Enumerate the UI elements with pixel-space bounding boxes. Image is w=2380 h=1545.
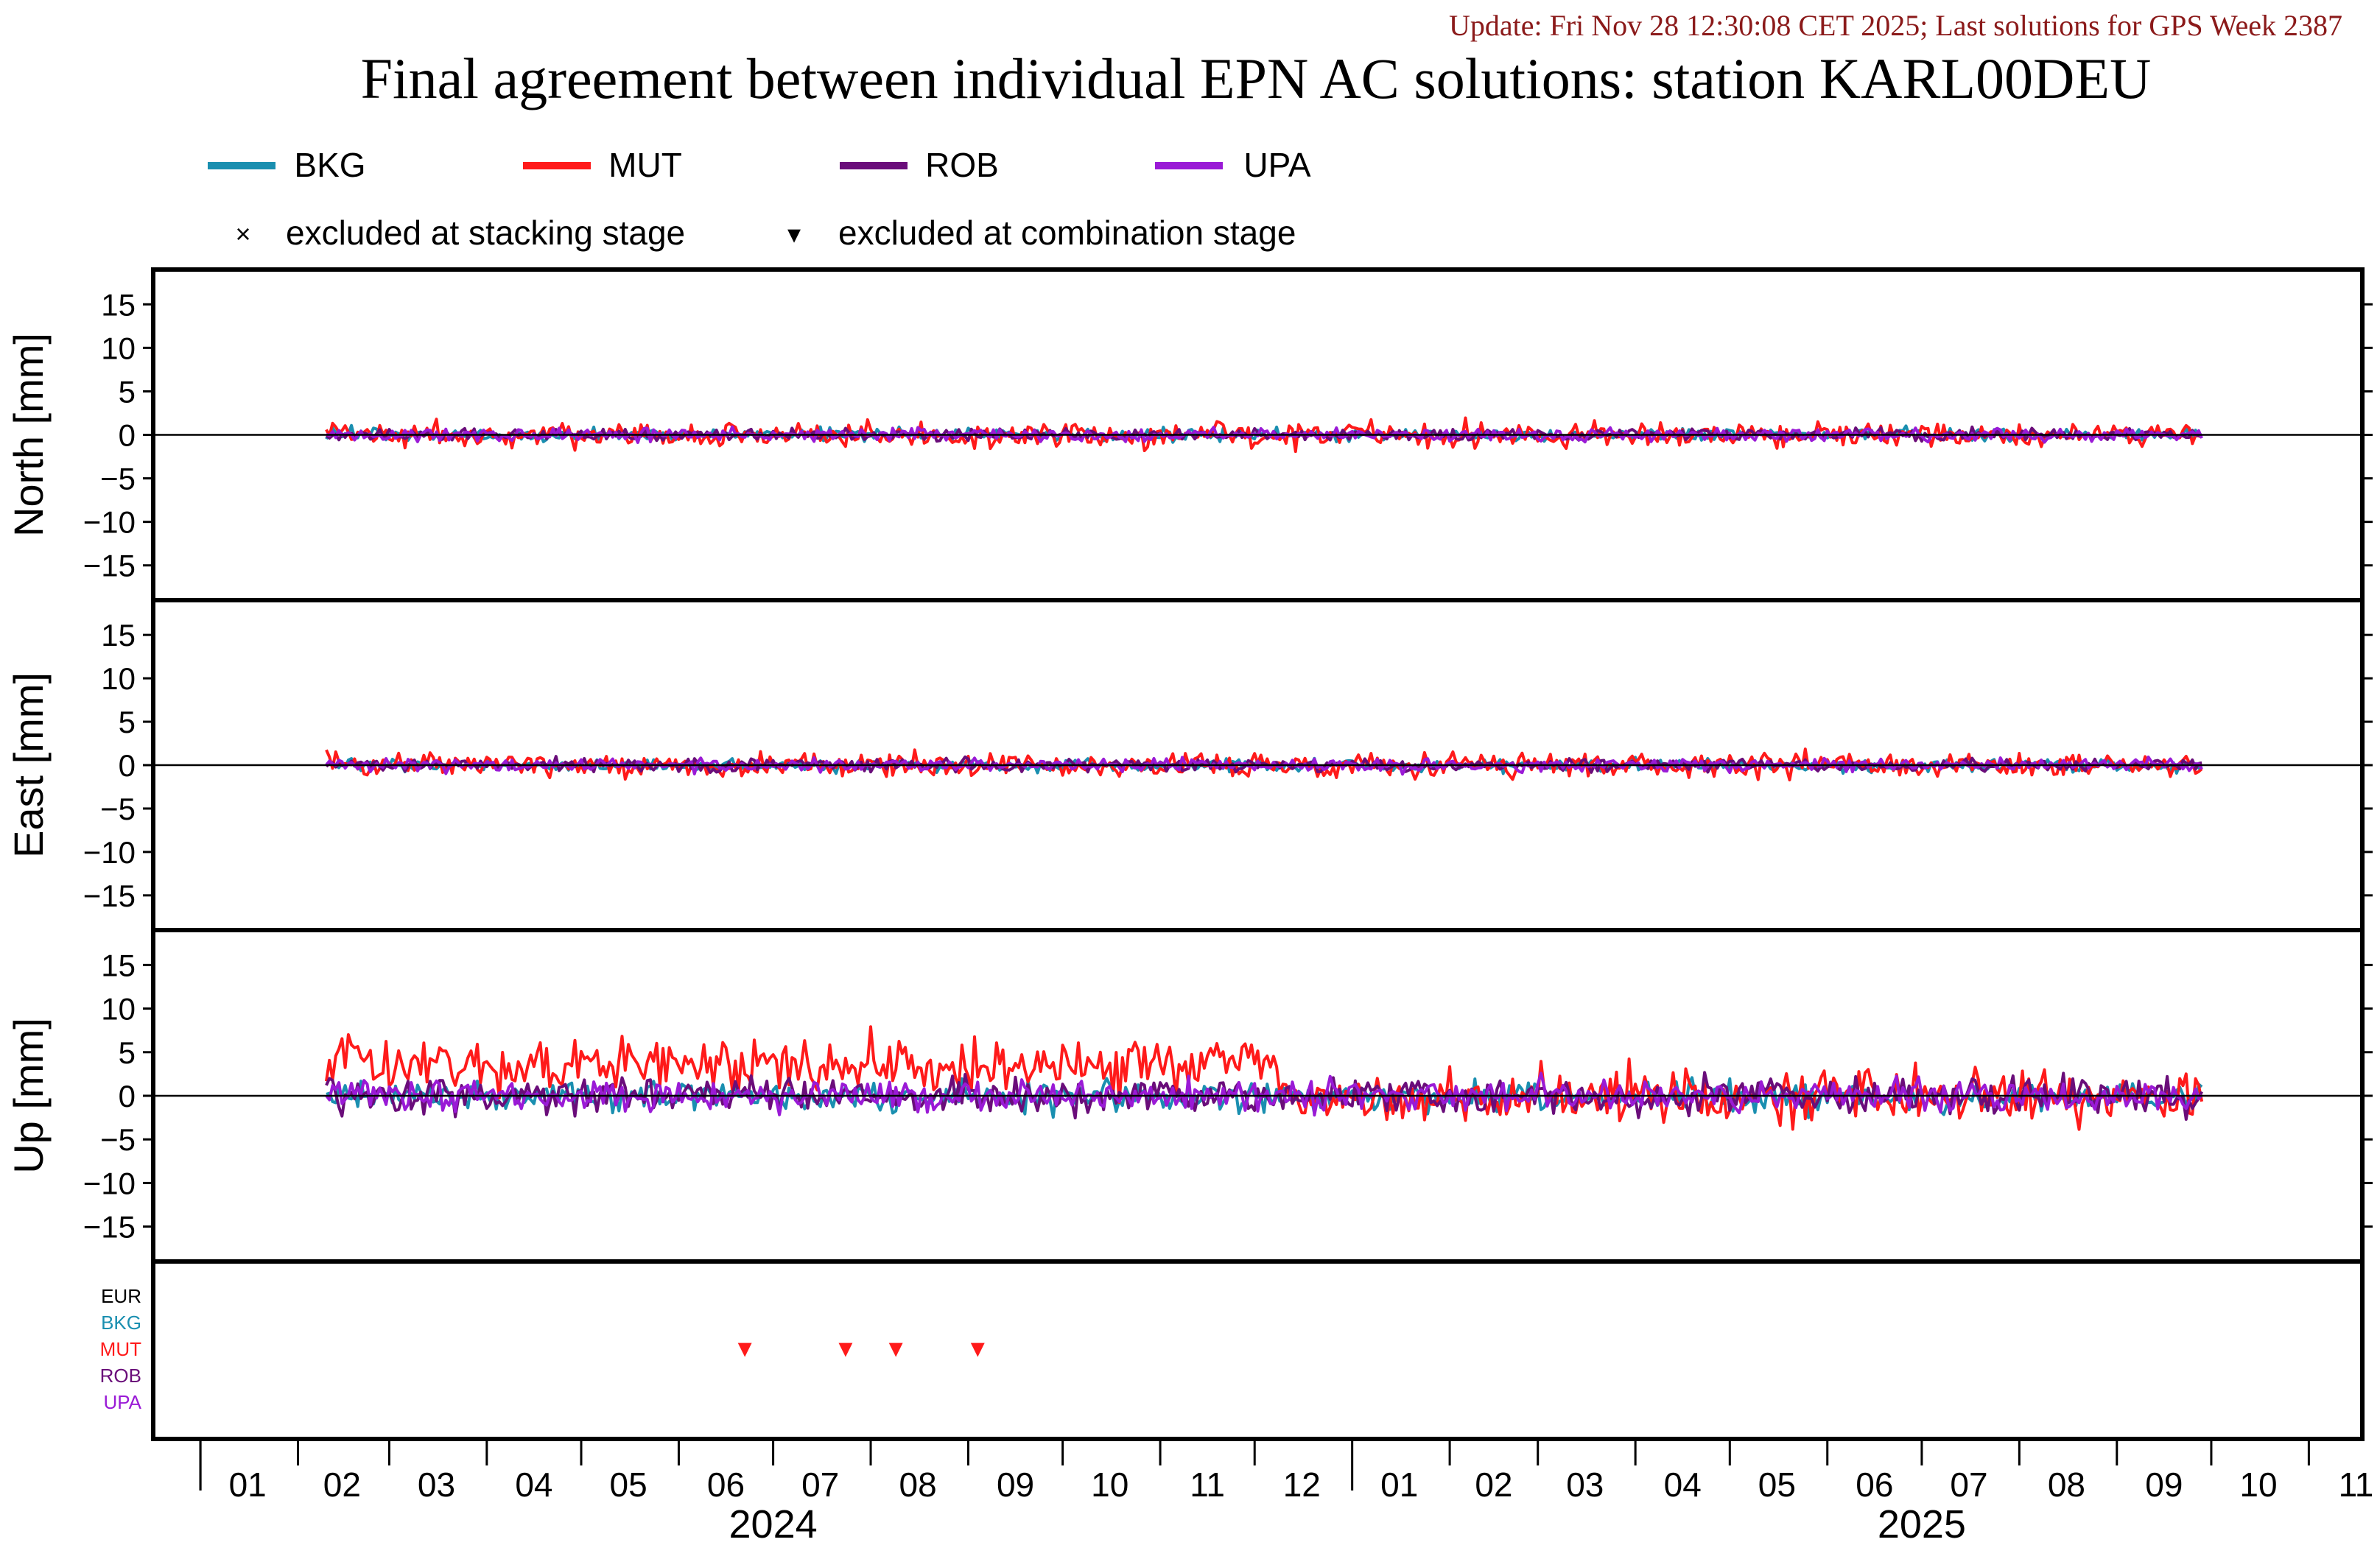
x-month-label: 02 — [1475, 1465, 1512, 1504]
panel-exclusions: EUR BKG MUT ROB UPA ▾ ▾ ▾ ▾ — [100, 1259, 2365, 1441]
exclusion-row-rob: ROB — [100, 1365, 141, 1387]
excluded-marker: ▾ — [971, 1333, 985, 1364]
x-month-label: 04 — [1664, 1465, 1702, 1504]
x-month-label: 02 — [323, 1465, 361, 1504]
y-tick-label: −15 — [83, 879, 136, 913]
exclusion-row-mut: MUT — [100, 1338, 141, 1360]
x-month-label: 05 — [609, 1465, 647, 1504]
y-tick-label: 5 — [119, 705, 136, 739]
y-tick-label: −15 — [83, 549, 136, 583]
y-tick-label: 15 — [101, 287, 136, 322]
legend-marker-label-2: excluded at combination stage — [838, 214, 1296, 252]
legend-label-upa: UPA — [1243, 146, 1310, 184]
y-tick-label: −10 — [83, 835, 136, 870]
legend-label-bkg: BKG — [294, 146, 365, 184]
y-axis-label-north: North [mm] — [5, 333, 52, 537]
excluded-marker: ▾ — [838, 1333, 852, 1364]
x-year-label: 2024 — [729, 1502, 818, 1545]
y-tick-label: 0 — [119, 748, 136, 783]
y-tick-label: −5 — [100, 1122, 136, 1157]
exclusion-row-upa: UPA — [103, 1391, 141, 1413]
excluded-marker: ▾ — [889, 1333, 903, 1364]
x-month-label: 11 — [2339, 1465, 2374, 1504]
y-tick-label: −10 — [83, 1166, 136, 1200]
y-tick-label: 5 — [119, 374, 136, 409]
chart-title: Final agreement between individual EPN A… — [361, 46, 2152, 110]
y-axis-label-east: East [mm] — [5, 672, 52, 858]
x-month-label: 08 — [2048, 1465, 2085, 1504]
x-month-label: 11 — [1190, 1465, 1225, 1504]
x-year-label: 2025 — [1878, 1502, 1966, 1545]
x-month-label: 12 — [1283, 1465, 1321, 1504]
y-tick-label: −5 — [100, 462, 136, 496]
y-tick-label: 10 — [101, 331, 136, 365]
panel-north: 15 10 5 0 −5 −10 −15 North [mm] — [5, 267, 2373, 602]
excluded-marker: ▾ — [738, 1333, 752, 1364]
y-tick-label: 15 — [101, 948, 136, 982]
x-month-label: 10 — [2239, 1465, 2277, 1504]
x-month-label: 04 — [515, 1465, 552, 1504]
x-axis: 01 02 03 04 05 06 07 08 09 10 11 12 01 02 03 04 05 06 07 08… — [199, 1439, 2374, 1545]
panel-frame-exclusions — [151, 1259, 2365, 1441]
x-month-label: 07 — [1950, 1465, 1987, 1504]
x-month-label: 08 — [899, 1465, 937, 1504]
legend-marker-label-1: excluded at stacking stage — [286, 214, 685, 252]
x-month-label: 01 — [229, 1465, 267, 1504]
x-month-label: 06 — [1856, 1465, 1893, 1504]
exclusion-row-eur: EUR — [101, 1285, 141, 1307]
y-tick-label: 10 — [101, 992, 136, 1027]
legend: BKG MUT ROB UPA × excluded at stacking stage ▾… — [208, 146, 1311, 252]
exclusion-row-bkg: BKG — [101, 1312, 141, 1334]
combination-marker-icon: ▾ — [787, 219, 801, 249]
x-month-label: 05 — [1758, 1465, 1796, 1504]
y-tick-label: −5 — [100, 792, 136, 826]
legend-label-mut: MUT — [608, 146, 682, 184]
y-axis-label-up: Up [mm] — [5, 1018, 52, 1174]
y-tick-label: 10 — [101, 661, 136, 696]
x-month-label: 06 — [707, 1465, 745, 1504]
x-month-label: 03 — [1566, 1465, 1604, 1504]
series-mut-up — [325, 1025, 2204, 1131]
x-month-label: 09 — [2145, 1465, 2183, 1504]
y-tick-label: 15 — [101, 618, 136, 652]
y-tick-label: −10 — [83, 505, 136, 540]
x-month-label: 03 — [418, 1465, 455, 1504]
y-tick-label: 0 — [119, 418, 136, 453]
x-month-label: 07 — [801, 1465, 839, 1504]
panels: 15 10 5 0 −5 −10 −15 North [mm] 15 10 5 0 −5 −10 −15 Ea… — [5, 267, 2373, 1441]
y-tick-label: −15 — [83, 1210, 136, 1245]
y-tick-label: 5 — [119, 1035, 136, 1070]
panel-up: 15 10 5 0 −5 −10 −15 Up [mm] — [5, 928, 2373, 1264]
stacking-marker-icon: × — [235, 219, 250, 249]
series-upa-north — [326, 425, 2203, 444]
x-month-label: 09 — [997, 1465, 1034, 1504]
update-notice: Update: Fri Nov 28 12:30:08 CET 2025; La… — [1449, 9, 2342, 42]
panel-east: 15 10 5 0 −5 −10 −15 East [mm] — [5, 598, 2373, 932]
legend-label-rob: ROB — [925, 146, 999, 184]
y-tick-label: 0 — [119, 1079, 136, 1113]
x-month-label: 01 — [1380, 1465, 1418, 1504]
x-month-label: 10 — [1091, 1465, 1128, 1504]
